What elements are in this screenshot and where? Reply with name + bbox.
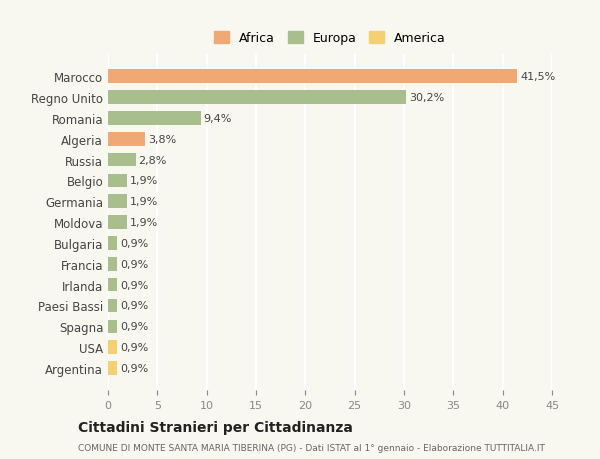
Text: 41,5%: 41,5% bbox=[520, 72, 556, 82]
Bar bbox=[108, 153, 136, 167]
Legend: Africa, Europa, America: Africa, Europa, America bbox=[211, 28, 449, 49]
Bar bbox=[108, 278, 117, 292]
Bar bbox=[108, 133, 145, 146]
Bar bbox=[108, 237, 117, 250]
Text: 1,9%: 1,9% bbox=[130, 176, 158, 186]
Text: Cittadini Stranieri per Cittadinanza: Cittadini Stranieri per Cittadinanza bbox=[78, 420, 353, 435]
Bar bbox=[108, 216, 127, 230]
Text: COMUNE DI MONTE SANTA MARIA TIBERINA (PG) - Dati ISTAT al 1° gennaio - Elaborazi: COMUNE DI MONTE SANTA MARIA TIBERINA (PG… bbox=[78, 443, 545, 452]
Bar bbox=[108, 299, 117, 313]
Text: 0,9%: 0,9% bbox=[120, 280, 148, 290]
Bar bbox=[108, 70, 517, 84]
Bar bbox=[108, 174, 127, 188]
Bar bbox=[108, 112, 201, 125]
Bar bbox=[108, 361, 117, 375]
Text: 30,2%: 30,2% bbox=[409, 93, 444, 103]
Text: 1,9%: 1,9% bbox=[130, 197, 158, 207]
Bar bbox=[108, 341, 117, 354]
Text: 0,9%: 0,9% bbox=[120, 322, 148, 331]
Bar bbox=[108, 91, 406, 105]
Text: 0,9%: 0,9% bbox=[120, 259, 148, 269]
Bar bbox=[108, 257, 117, 271]
Text: 0,9%: 0,9% bbox=[120, 363, 148, 373]
Bar bbox=[108, 195, 127, 208]
Text: 9,4%: 9,4% bbox=[204, 114, 232, 123]
Text: 3,8%: 3,8% bbox=[148, 134, 177, 145]
Text: 1,9%: 1,9% bbox=[130, 218, 158, 228]
Text: 0,9%: 0,9% bbox=[120, 342, 148, 353]
Text: 2,8%: 2,8% bbox=[139, 155, 167, 165]
Text: 0,9%: 0,9% bbox=[120, 238, 148, 248]
Text: 0,9%: 0,9% bbox=[120, 301, 148, 311]
Bar bbox=[108, 320, 117, 333]
